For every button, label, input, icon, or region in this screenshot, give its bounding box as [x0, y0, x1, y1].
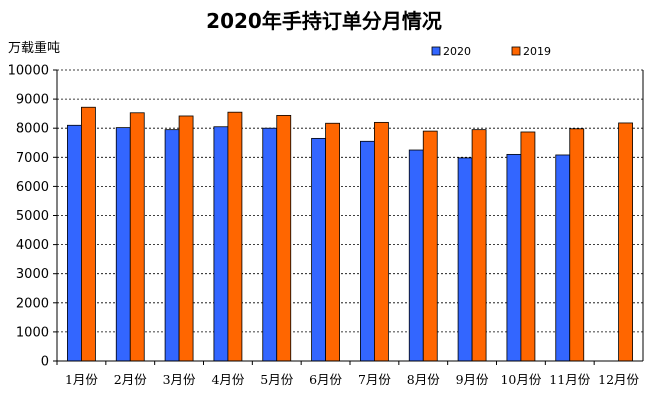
y-axis-label: 万载重吨: [8, 40, 60, 56]
bar-2019-6: [325, 122, 340, 362]
bars-group: [67, 106, 633, 362]
x-tick-labels: 1月份 2月份 3月份 4月份 5月份 6月份 7月份 8月份 9月份 10月份 11月份 12月份: [65, 372, 640, 387]
x-tick-label: 6月份: [309, 372, 342, 387]
bar-2020-2: [115, 127, 131, 362]
bar-2019-3: [178, 115, 194, 362]
legend-label-2020: 2020: [443, 45, 471, 58]
y-tick-label: 10000: [8, 64, 49, 79]
bar-2020-5: [262, 127, 278, 362]
y-tick-labels: 0 1000 2000 3000 4000 5000 6000 7000 8000 9000 100…: [8, 64, 49, 370]
x-tick-label: 9月份: [456, 372, 489, 387]
legend-swatch-2020: [431, 46, 441, 56]
bar-2020-11: [555, 154, 571, 362]
x-tick-label: 11月份: [549, 372, 590, 387]
y-tick-label: 3000: [16, 267, 49, 282]
bar-2019-8: [422, 130, 438, 362]
axes: [56, 70, 644, 365]
legend-swatch-2019: [511, 46, 521, 56]
legend-label-2019: 2019: [523, 45, 551, 58]
bar-2019-1: [81, 106, 96, 362]
bar-2019-2: [129, 112, 145, 362]
bar-2020-10: [506, 153, 522, 362]
bar-2019-9: [471, 129, 487, 362]
x-tick-label: 1月份: [65, 372, 98, 387]
y-tick-label: 0: [41, 355, 49, 370]
x-tick-label: 5月份: [260, 372, 293, 387]
x-tick-label: 12月份: [598, 372, 639, 387]
bar-2019-11: [569, 128, 585, 362]
y-tick-label: 4000: [16, 238, 49, 253]
x-tick-label: 7月份: [358, 372, 391, 387]
y-tick-label: 2000: [16, 296, 49, 311]
chart-title: 2020年手持订单分月情况: [206, 9, 442, 33]
y-tick-label: 7000: [16, 151, 49, 166]
bar-2020-8: [408, 149, 424, 362]
y-tick-label: 5000: [16, 209, 49, 224]
bar-2020-4: [213, 126, 229, 362]
bar-2020-1: [67, 124, 82, 362]
x-tick-label: 3月份: [163, 372, 196, 387]
bar-2019-5: [276, 114, 292, 362]
x-tick-label: 4月份: [211, 372, 244, 387]
legend: 2020 2019: [431, 45, 551, 58]
x-tick-label: 2月份: [114, 372, 147, 387]
gridlines: [53, 69, 643, 362]
bar-2019-12: [618, 122, 633, 362]
bar-2020-7: [360, 140, 375, 362]
bar-2020-6: [311, 137, 326, 362]
y-tick-label: 9000: [16, 93, 49, 108]
x-tick-label: 8月份: [407, 372, 440, 387]
y-tick-label: 1000: [16, 325, 49, 340]
bar-2020-3: [164, 129, 180, 362]
bar-2019-10: [520, 131, 536, 362]
x-tick-label: 10月份: [500, 372, 541, 387]
y-tick-label: 8000: [16, 122, 49, 137]
y-tick-label: 6000: [16, 180, 49, 195]
bar-2019-7: [374, 121, 389, 362]
bar-2020-9: [457, 157, 473, 362]
bar-2019-4: [227, 111, 243, 362]
